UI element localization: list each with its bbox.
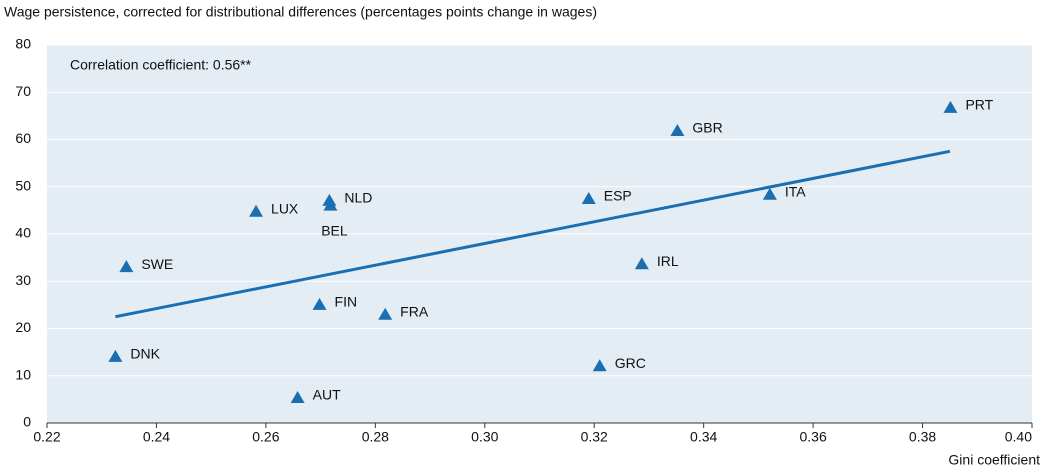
y-tick-label: 80: [15, 36, 31, 52]
point-label: FRA: [400, 304, 429, 320]
point: [249, 204, 264, 217]
y-tick-label: 20: [15, 319, 31, 335]
point: [378, 307, 393, 320]
y-tick-label: 60: [15, 130, 31, 146]
x-tick-label: 0.40: [1005, 429, 1032, 445]
point-label: PRT: [965, 97, 993, 113]
point: [762, 187, 777, 200]
x-tick-label: 0.26: [252, 429, 279, 445]
x-tick-label: 0.24: [143, 429, 170, 445]
point: [312, 297, 327, 310]
point-label: BEL: [321, 222, 348, 238]
point-label: GBR: [692, 120, 722, 136]
point-label: SWE: [141, 256, 173, 272]
point-label: ESP: [604, 188, 632, 204]
x-tick-label: 0.32: [581, 429, 608, 445]
point-label: LUX: [271, 200, 299, 216]
point: [670, 123, 685, 136]
y-tick-label: 0: [23, 414, 31, 430]
x-tick-label: 0.38: [909, 429, 936, 445]
y-tick-label: 70: [15, 83, 31, 99]
chart-title: Wage persistence, corrected for distribu…: [4, 4, 597, 20]
y-tick-label: 40: [15, 225, 31, 241]
point: [581, 192, 596, 205]
x-tick-label: 0.36: [799, 429, 826, 445]
y-tick-label: 50: [15, 177, 31, 193]
x-tick-label: 0.28: [362, 429, 389, 445]
point-label: NLD: [344, 190, 372, 206]
point: [592, 359, 607, 372]
point: [108, 349, 123, 362]
point-label: GRC: [615, 355, 646, 371]
point-label: AUT: [313, 387, 341, 403]
y-tick-label: 30: [15, 272, 31, 288]
trend-line: [115, 149, 951, 319]
annotation: Correlation coefficient: 0.56**: [70, 57, 252, 73]
x-tick-label: 0.34: [690, 429, 717, 445]
point: [943, 100, 958, 113]
point: [119, 260, 134, 273]
point-label: ITA: [785, 183, 806, 199]
point-label: DNK: [130, 346, 160, 362]
x-tick-label: 0.30: [471, 429, 498, 445]
point: [290, 390, 305, 403]
x-axis-label: Gini coefficient: [948, 452, 1040, 468]
x-tick-label: 0.22: [33, 429, 60, 445]
point: [323, 198, 338, 211]
point-label: FIN: [335, 294, 358, 310]
point: [634, 257, 649, 270]
y-tick-label: 10: [15, 366, 31, 382]
point-label: IRL: [657, 253, 679, 269]
